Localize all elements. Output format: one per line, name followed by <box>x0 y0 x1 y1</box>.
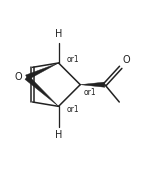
Text: or1: or1 <box>66 106 79 114</box>
Text: H: H <box>55 29 62 39</box>
Polygon shape <box>80 82 105 87</box>
Polygon shape <box>26 63 59 80</box>
Text: O: O <box>122 55 130 65</box>
Text: or1: or1 <box>84 88 97 97</box>
Text: or1: or1 <box>66 55 79 64</box>
Polygon shape <box>25 75 59 106</box>
Text: O: O <box>14 72 22 82</box>
Text: H: H <box>55 130 62 140</box>
